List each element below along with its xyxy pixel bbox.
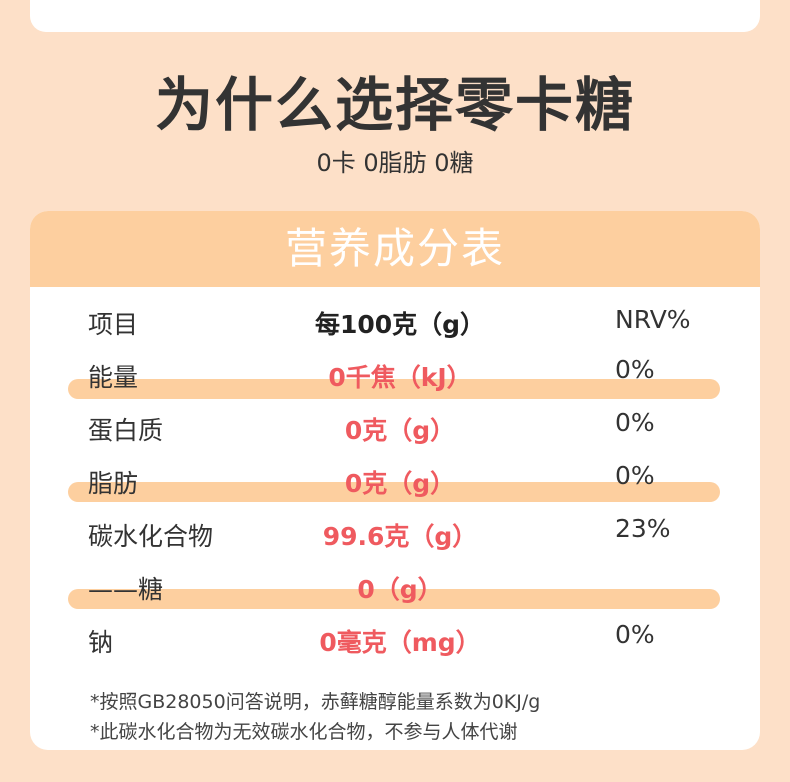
row-nrv: 0% [615, 408, 655, 437]
row-nrv: 23% [615, 514, 671, 543]
row-value: 0毫克（mg） [319, 628, 481, 657]
footnote: *此碳水化合物为无效碳水化合物，不参与人体代谢 [90, 721, 518, 743]
row-item: 脂肪 [88, 469, 139, 498]
table-header: 项目 每100克（g） NRV% [30, 305, 760, 345]
row-item: 钠 [88, 628, 114, 657]
page-subtitle: 0卡 0脂肪 0糖 [316, 149, 474, 177]
row-value: 0克（g） [344, 416, 456, 445]
table-row: 碳水化合物 99.6克（g） 23% [30, 514, 760, 557]
row-item: ——糖 [88, 575, 164, 604]
table-row: 能量 0千焦（kJ） 0% [30, 355, 760, 398]
row-nrv: 0% [615, 355, 655, 384]
row-value: 0克（g） [344, 469, 456, 498]
column-header: NRV% [615, 305, 691, 334]
row-highlight [68, 379, 720, 399]
row-value: 0（g） [357, 575, 443, 604]
top-card [30, 0, 760, 32]
table-row: ——糖 0（g） [30, 570, 760, 610]
column-header: 项目 [88, 310, 139, 339]
table-row: 蛋白质 0克（g） 0% [30, 408, 760, 451]
row-value: 0千焦（kJ） [328, 363, 472, 392]
row-item: 蛋白质 [88, 416, 164, 445]
row-nrv: 0% [615, 461, 655, 490]
footnote: *按照GB28050问答说明，赤藓糖醇能量系数为0KJ/g [90, 691, 541, 713]
nutrition-heading: 营养成分表 [30, 211, 760, 287]
row-item: 能量 [88, 363, 139, 392]
nutrition-card: 营养成分表 项目 每100克（g） NRV% 能量 0千焦（kJ） 0% 蛋白质… [30, 211, 760, 750]
column-header: 每100克（g） [314, 310, 486, 339]
row-nrv: 0% [615, 620, 655, 649]
row-highlight [68, 589, 720, 609]
row-value: 99.6克（g） [322, 522, 478, 551]
table-row: 脂肪 0克（g） 0% [30, 461, 760, 504]
row-item: 碳水化合物 [88, 522, 214, 551]
table-row: 钠 0毫克（mg） 0% [30, 620, 760, 663]
row-highlight [68, 482, 720, 502]
page-title: 为什么选择零卡糖 [154, 71, 635, 139]
